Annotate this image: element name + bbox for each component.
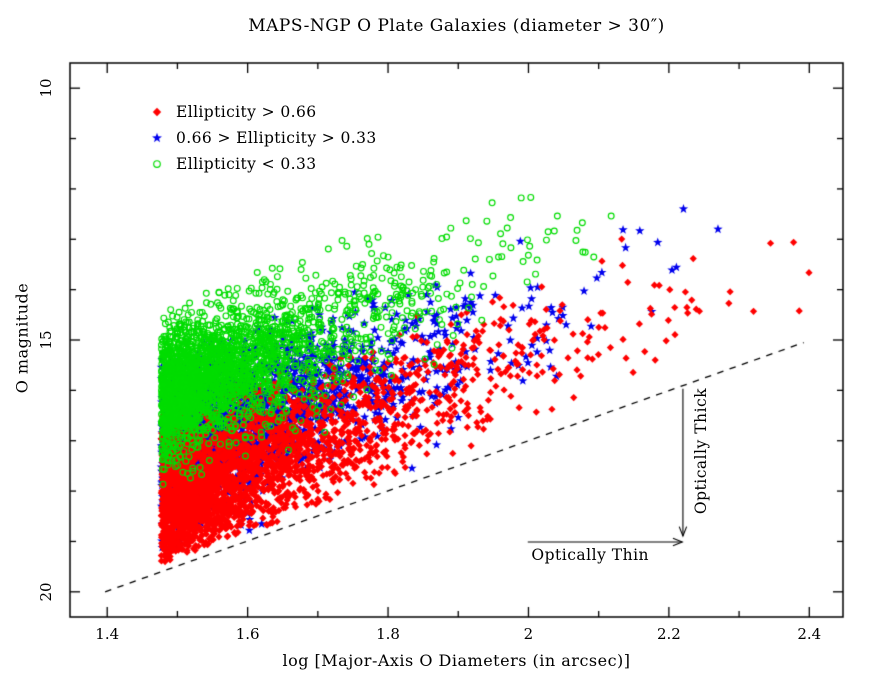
y-tick-label: 20: [37, 582, 55, 602]
chart-title: MAPS-NGP O Plate Galaxies (diameter > 30…: [248, 16, 665, 36]
legend-item-label-ellipticity-gt-066: Ellipticity > 0.66: [176, 103, 317, 121]
x-axis-label: log [Major-Axis O Diameters (in arcsec)]: [282, 651, 631, 670]
x-tick-label: 1.8: [376, 625, 400, 643]
annotation-optically-thick: Optically Thick: [692, 387, 711, 514]
x-tick-label: 2.4: [797, 625, 822, 643]
x-tick-label: 2: [523, 625, 534, 643]
annotation-optically-thin: Optically Thin: [531, 546, 650, 565]
legend-item-label-ellipticity-mid: 0.66 > Ellipticity > 0.33: [176, 129, 377, 147]
x-tick-label: 1.6: [235, 625, 260, 643]
x-tick-label: 2.2: [656, 625, 681, 643]
y-tick-label: 10: [37, 78, 55, 98]
y-axis-label: O magnitude: [12, 282, 32, 394]
legend-item-label-ellipticity-lt-033: Ellipticity < 0.33: [176, 155, 317, 173]
x-tick-label: 1.4: [95, 625, 120, 643]
y-tick-label: 15: [37, 330, 55, 350]
